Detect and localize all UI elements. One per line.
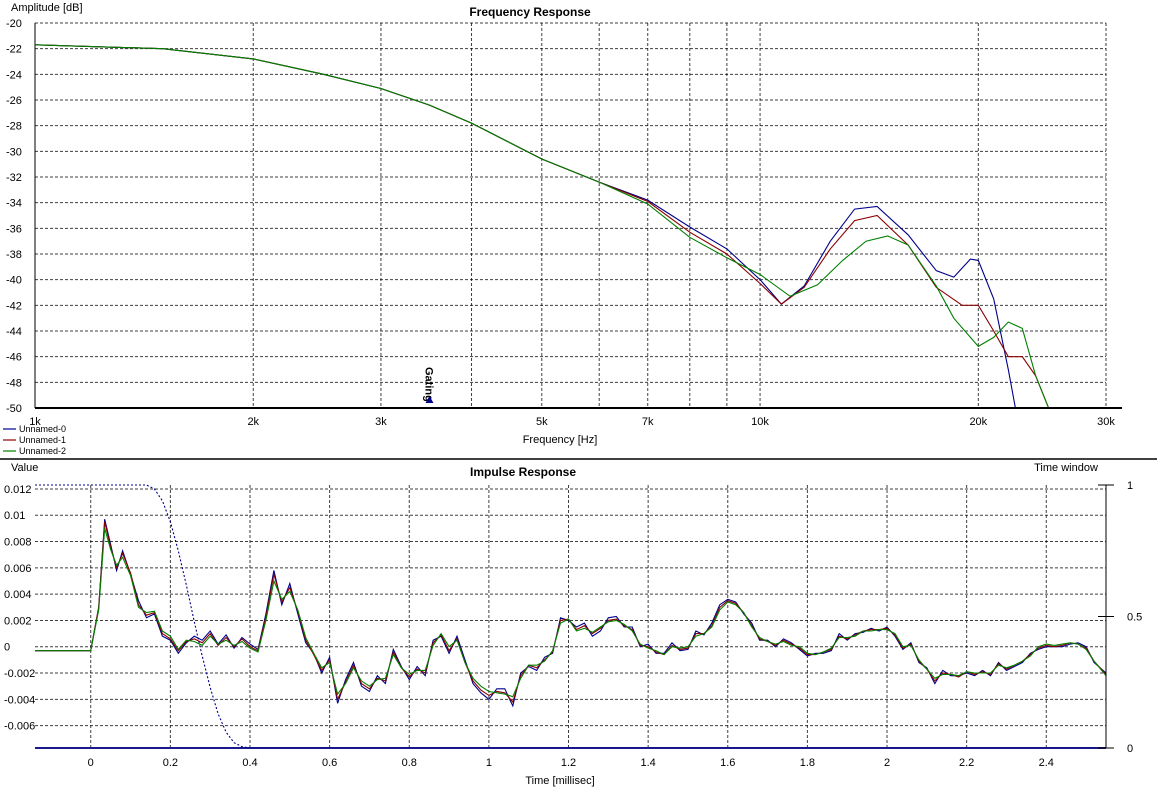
freq-y-tick-label: -40 bbox=[6, 275, 22, 287]
freq-y-tick-label: -32 bbox=[6, 172, 22, 184]
freq-x-tick-label: 10k bbox=[751, 416, 769, 428]
impulse-series-line-2 bbox=[35, 528, 1106, 698]
freq-y-tick-label: -50 bbox=[6, 403, 22, 415]
impulse-y-tick-label: 0.008 bbox=[4, 537, 32, 549]
freq-grid bbox=[34, 22, 1122, 409]
freq-x-tick-label: 1k bbox=[29, 416, 41, 428]
impulse-y-tick-label: 0.006 bbox=[4, 563, 32, 575]
freq-x-tick-label: 2k bbox=[247, 416, 259, 428]
impulse-y-tick-label: 0.002 bbox=[4, 615, 32, 627]
impulse-y-tick-label: -0.004 bbox=[4, 694, 35, 706]
freq-y-tick-label: -34 bbox=[6, 198, 22, 210]
freq-y-tick-label: -30 bbox=[6, 146, 22, 158]
freq-x-tick-label: 7k bbox=[642, 416, 654, 428]
freq-series bbox=[35, 44, 1049, 407]
impulse-y-tick-label: -0.002 bbox=[4, 668, 35, 680]
freq-series-line-2 bbox=[35, 44, 1049, 407]
impulse-x-tick-label: 0 bbox=[88, 757, 94, 769]
impulse-x-tick-label: 0.6 bbox=[322, 757, 337, 769]
impulse-x-tick-label: 1.2 bbox=[561, 757, 576, 769]
gating-label: Gating bbox=[422, 367, 434, 402]
impulse-y-tick-label: 0.01 bbox=[4, 510, 25, 522]
impulse-x-tick-label: 1.8 bbox=[800, 757, 815, 769]
impulse-x-tick-label: 2.4 bbox=[1039, 757, 1054, 769]
impulse-x-axis-label: Time [millisec] bbox=[525, 775, 594, 787]
freq-y-tick-label: -44 bbox=[6, 326, 22, 338]
legend-entry-0: Unnamed-0 bbox=[19, 424, 66, 434]
time-window-axis: 10.50 bbox=[1098, 480, 1142, 755]
impulse-y-tick-label: 0.004 bbox=[4, 589, 32, 601]
freq-x-tick-label: 3k bbox=[375, 416, 387, 428]
freq-x-tick-label: 20k bbox=[969, 416, 987, 428]
impulse-x-tick-label: 0.4 bbox=[242, 757, 257, 769]
freq-y-tick-label: -46 bbox=[6, 352, 22, 364]
gating-arrow-icon bbox=[425, 396, 434, 403]
impulse-x-tick-label: 1.4 bbox=[640, 757, 655, 769]
freq-series-line-0 bbox=[35, 44, 1016, 407]
impulse-series-line-0 bbox=[35, 519, 1106, 708]
time-window-tick-label: 0 bbox=[1127, 743, 1133, 755]
impulse-x-tick-label: 2 bbox=[884, 757, 890, 769]
time-window-tick-label: 1 bbox=[1127, 480, 1133, 492]
legend-entry-1: Unnamed-1 bbox=[19, 435, 66, 445]
impulse-x-tick-label: 1 bbox=[486, 757, 492, 769]
impulse-x-tick-label: 0.2 bbox=[163, 757, 178, 769]
freq-y-tick-label: -28 bbox=[6, 121, 22, 133]
freq-y-tick-label: -22 bbox=[6, 44, 22, 56]
freq-y-tick-label: -38 bbox=[6, 249, 22, 261]
impulse-y-tick-label: 0 bbox=[4, 642, 10, 654]
impulse-chart-title: Impulse Response bbox=[470, 465, 576, 479]
time-window-curve bbox=[35, 484, 1106, 748]
freq-y-tick-label: -20 bbox=[6, 18, 22, 30]
freq-y-tick-label: -36 bbox=[6, 223, 22, 235]
legend-entry-2: Unnamed-2 bbox=[19, 446, 66, 456]
freq-y-tick-label: -48 bbox=[6, 377, 22, 389]
impulse-y-axis-label: Value bbox=[11, 462, 38, 474]
impulse-series-line-1 bbox=[35, 521, 1106, 704]
impulse-series bbox=[35, 484, 1106, 748]
freq-chart-title: Frequency Response bbox=[469, 5, 591, 19]
impulse-y2-axis-label: Time window bbox=[1034, 462, 1098, 474]
freq-y-tick-label: -26 bbox=[6, 95, 22, 107]
freq-y-axis-label: Amplitude [dB] bbox=[11, 2, 83, 14]
freq-tick-labels: -20 -22 -24 -26 -28 -30 -32 -34 -36 -38 -40 -42 -44 -… bbox=[6, 18, 1115, 428]
impulse-x-tick-label: 1.6 bbox=[720, 757, 735, 769]
freq-y-tick-label: -24 bbox=[6, 69, 22, 81]
time-window-tick-label: 0.5 bbox=[1127, 612, 1142, 624]
freq-x-tick-label: 30k bbox=[1097, 416, 1115, 428]
impulse-x-tick-label: 0.8 bbox=[402, 757, 417, 769]
freq-y-tick-label: -42 bbox=[6, 300, 22, 312]
impulse-y-tick-label: 0.012 bbox=[4, 484, 32, 496]
impulse-tick-labels: 0 0.2 0.4 0.6 0.8 1 1.2 1.4 1.6 1.8 2 2.2 2.4 0.012 0.… bbox=[4, 484, 1054, 769]
impulse-y-tick-label: -0.006 bbox=[4, 721, 35, 733]
freq-x-tick-label: 5k bbox=[536, 416, 548, 428]
freq-x-axis-label: Frequency [Hz] bbox=[523, 434, 598, 446]
gating-marker: Gating bbox=[422, 367, 434, 403]
impulse-grid bbox=[35, 485, 1106, 749]
impulse-x-tick-label: 2.2 bbox=[959, 757, 974, 769]
